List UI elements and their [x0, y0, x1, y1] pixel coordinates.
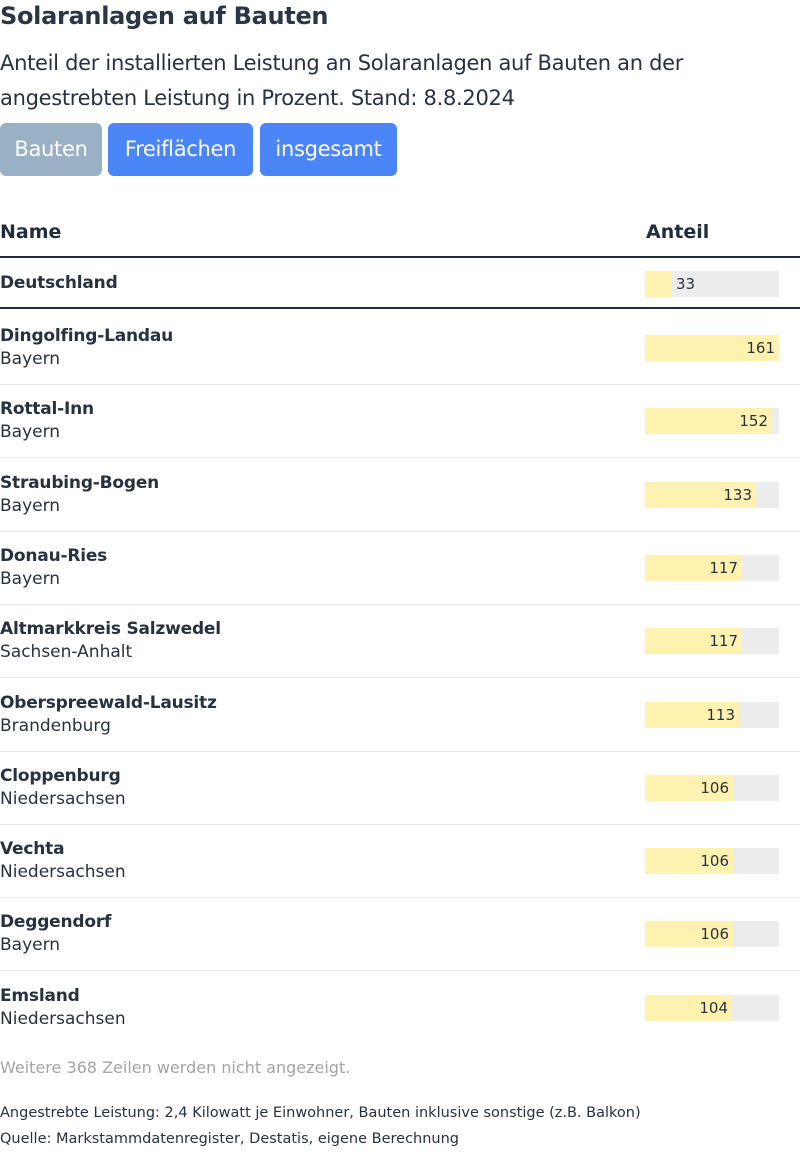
bar-track: 106 [645, 848, 779, 874]
row-region: Niedersachsen [0, 789, 126, 809]
row-name[interactable]: Donau-Ries [0, 546, 108, 566]
bar-track: 117 [645, 555, 779, 581]
bar-value-label: 106 [700, 779, 729, 797]
bar-fill [645, 408, 772, 434]
bar-fill [645, 555, 742, 581]
row-divider [0, 457, 800, 458]
row-divider [0, 897, 800, 898]
bar-fill [645, 702, 739, 728]
bar-value-label: 106 [700, 925, 729, 943]
row-name[interactable]: Rottal-Inn [0, 399, 94, 419]
row-name[interactable]: Oberspreewald-Lausitz [0, 693, 217, 713]
more-rows-note: Weitere 368 Zeilen werden nicht angezeig… [0, 1058, 351, 1077]
bar-value-label: 117 [709, 632, 738, 650]
row-divider [0, 531, 800, 532]
row-divider [0, 824, 800, 825]
freiflaechen-button[interactable]: Freiflächen [108, 123, 253, 176]
bar-fill [645, 921, 733, 947]
bar-fill [645, 628, 742, 654]
column-header-anteil[interactable]: Anteil [646, 221, 710, 243]
row-name[interactable]: Altmarkkreis Salzwedel [0, 619, 221, 639]
row-region: Niedersachsen [0, 862, 126, 882]
chart-subtitle: Anteil der installierten Leistung an Sol… [0, 51, 684, 110]
bauten-button[interactable]: Bauten [0, 123, 102, 176]
bar-value-label: 161 [746, 339, 775, 357]
row-divider [0, 677, 800, 678]
bar-fill [645, 775, 733, 801]
bar-value-label: 113 [706, 706, 735, 724]
row-region: Niedersachsen [0, 1009, 126, 1029]
row-region: Brandenburg [0, 716, 111, 736]
chart-title: Solaranlagen auf Bauten [0, 2, 329, 30]
bar-track: 117 [645, 628, 779, 654]
bar-value-label: 152 [739, 412, 768, 430]
bar-track: 104 [645, 995, 779, 1021]
row-name[interactable]: Dingolfing-Landau [0, 326, 174, 346]
row-divider [0, 751, 800, 752]
bar-track: 133 [645, 482, 779, 508]
row-region: Bayern [0, 422, 61, 442]
bar-value-label: 117 [709, 559, 738, 577]
insgesamt-button[interactable]: insgesamt [260, 123, 397, 176]
bar-value-label: 133 [723, 486, 752, 504]
bar-fill [645, 995, 732, 1021]
bar-fill [645, 271, 672, 297]
row-name[interactable]: Deggendorf [0, 912, 112, 932]
total-row-name: Deutschland [0, 273, 118, 293]
bar-fill [645, 335, 779, 361]
row-region: Bayern [0, 349, 61, 369]
bar-value-label: 106 [700, 852, 729, 870]
bar-track: 161 [645, 335, 779, 361]
column-header-name[interactable]: Name [0, 221, 62, 243]
row-region: Bayern [0, 935, 61, 955]
row-region: Bayern [0, 569, 61, 589]
bar-track: 113 [645, 702, 779, 728]
target-note: Angestrebte Leistung: 2,4 Kilowatt je Ei… [0, 1105, 641, 1121]
row-divider [0, 970, 800, 971]
row-divider [0, 384, 800, 385]
row-divider [0, 604, 800, 605]
total-divider [0, 307, 800, 309]
row-name[interactable]: Straubing-Bogen [0, 473, 160, 493]
bar-track: 33 [645, 271, 779, 297]
bar-track: 152 [645, 408, 779, 434]
row-region: Bayern [0, 496, 61, 516]
row-region: Sachsen-Anhalt [0, 642, 133, 662]
bar-track: 106 [645, 921, 779, 947]
row-name[interactable]: Emsland [0, 986, 80, 1006]
bar-value-label: 104 [699, 999, 728, 1017]
bar-fill [645, 848, 733, 874]
source-note: Quelle: Markstammdatenregister, Destatis… [0, 1131, 460, 1147]
row-name[interactable]: Cloppenburg [0, 766, 121, 786]
row-name[interactable]: Vechta [0, 839, 65, 859]
bar-fill [645, 482, 756, 508]
bar-value-label: 33 [676, 275, 696, 293]
bar-track: 106 [645, 775, 779, 801]
header-divider [0, 256, 800, 258]
